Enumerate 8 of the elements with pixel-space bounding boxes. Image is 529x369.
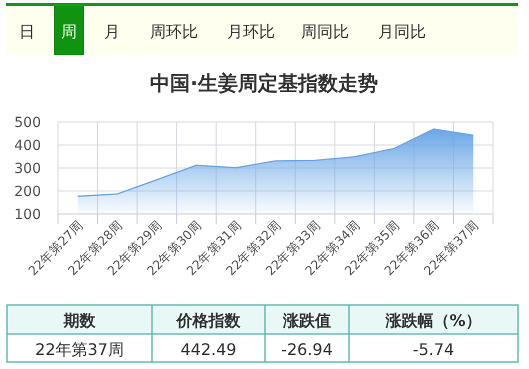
y-tick-label: 400 — [14, 138, 41, 154]
y-tick-label: 300 — [14, 161, 41, 177]
y-tick-label: 200 — [14, 184, 41, 200]
y-tick-label: 500 — [14, 115, 41, 131]
chart-title: 中国·生姜周定基指数走势 — [150, 71, 378, 95]
y-tick-label: 100 — [14, 207, 41, 223]
table: 期数 价格指数 涨跌值 涨跌幅（%） 22年第37周 442.49 -26.94 -5.74 — [6, 304, 519, 363]
tabs: 日 周 月 周环比 月环比 周同比 月同比 — [6, 3, 518, 55]
